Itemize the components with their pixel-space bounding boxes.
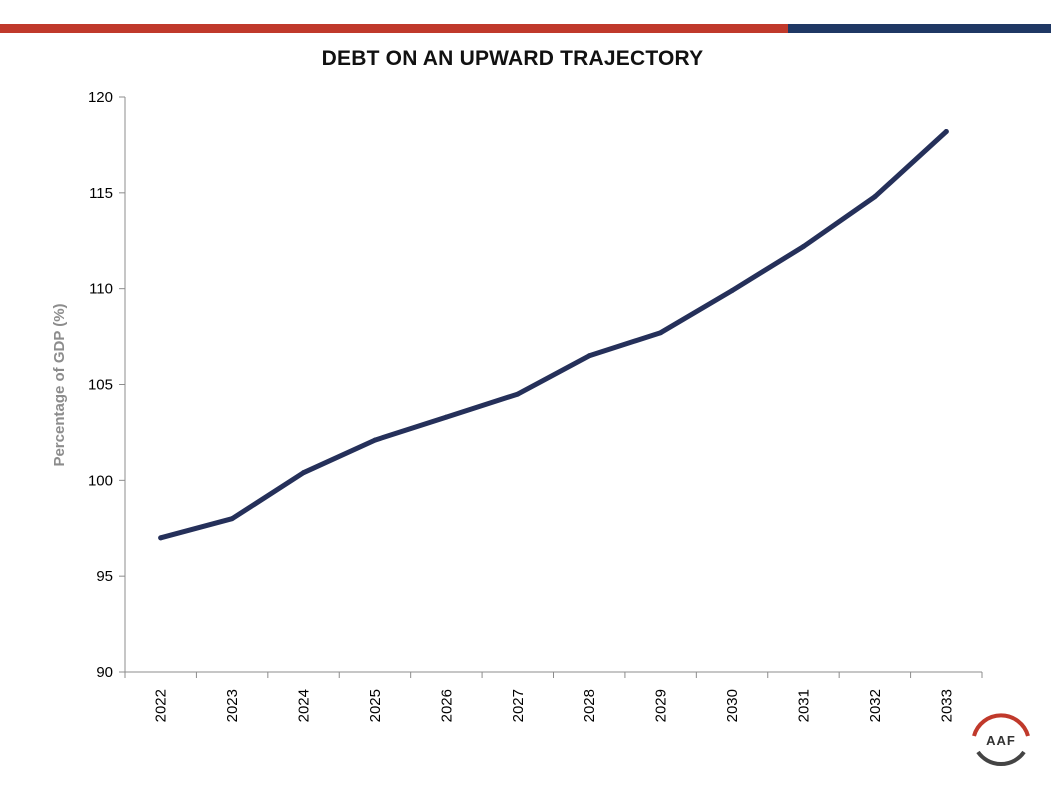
- chart-axes: [124, 97, 982, 673]
- data-point: [586, 353, 592, 359]
- data-point: [443, 414, 449, 420]
- x-tick-label: 2027: [510, 689, 527, 722]
- y-axis-title: Percentage of GDP (%): [51, 303, 68, 466]
- chart-title: DEBT ON AN UPWARD TRAJECTORY: [321, 47, 704, 70]
- x-tick-label: 2026: [438, 689, 455, 722]
- x-tick-label: 2023: [224, 689, 241, 722]
- x-tick-label: 2030: [724, 689, 741, 722]
- y-tick-label: 100: [88, 472, 113, 489]
- data-point: [800, 244, 806, 249]
- chart-series: [158, 129, 949, 541]
- logo-text: AAF: [986, 733, 1016, 748]
- y-tick-label: 90: [96, 664, 113, 681]
- top-accent-bar-red: [0, 24, 788, 33]
- x-tick-label: 2029: [653, 689, 670, 722]
- data-point: [943, 129, 949, 134]
- y-tick-label: 105: [88, 377, 113, 394]
- top-accent-bar: [0, 24, 1051, 33]
- data-point: [515, 391, 521, 397]
- y-tick-label: 110: [89, 281, 113, 298]
- x-tick-label: 2031: [795, 689, 812, 722]
- x-tick-label: 2033: [938, 689, 955, 722]
- data-point: [658, 330, 664, 336]
- y-tick-label: 115: [89, 185, 113, 202]
- logo-arc-bottom: [976, 750, 1026, 766]
- chart-ticks: 90 95 100 105 110 115 120 2022 2023 2024 2025 2026 2…: [88, 89, 983, 722]
- x-tick-label: 2025: [367, 689, 384, 722]
- y-tick-label: 95: [96, 568, 113, 585]
- y-tick-label: 120: [88, 89, 113, 106]
- data-point: [301, 470, 307, 476]
- top-accent-bar-blue: [788, 24, 1051, 33]
- x-tick-label: 2032: [867, 689, 884, 722]
- series-line: [158, 129, 949, 541]
- data-point: [229, 516, 235, 522]
- data-point: [729, 288, 735, 294]
- data-point: [372, 437, 378, 443]
- aaf-logo: AAF: [972, 713, 1030, 766]
- data-point: [158, 535, 164, 541]
- x-tick-label: 2024: [296, 689, 313, 722]
- x-tick-label: 2028: [581, 689, 598, 722]
- data-point: [872, 194, 878, 200]
- logo-arc-top: [972, 713, 1030, 737]
- x-tick-label: 2022: [153, 689, 170, 722]
